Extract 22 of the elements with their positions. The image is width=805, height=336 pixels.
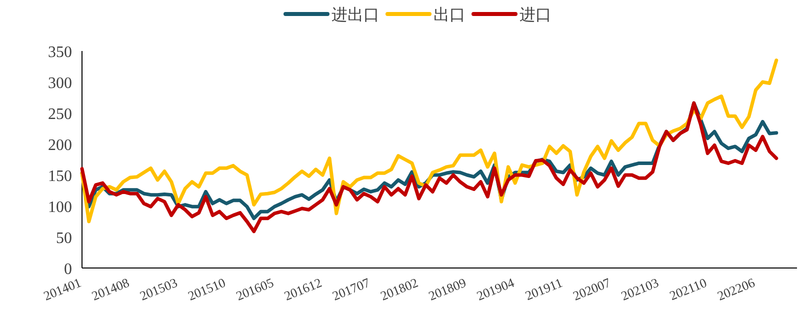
legend-label: 进出口 — [332, 5, 380, 24]
x-tick-label: 201510 — [186, 274, 228, 304]
y-tick-label: 150 — [48, 168, 72, 185]
y-tick-label: 50 — [56, 230, 72, 247]
x-tick-label: 201911 — [523, 274, 564, 304]
y-tick-label: 100 — [48, 199, 72, 216]
y-tick-label: 350 — [48, 44, 72, 61]
legend-label: 进口 — [520, 5, 552, 24]
y-tick-label: 300 — [48, 75, 72, 92]
y-tick-label: 200 — [48, 137, 72, 154]
x-tick-label: 201904 — [474, 274, 517, 304]
x-tick-label: 201809 — [426, 274, 468, 304]
x-tick-label: 202110 — [667, 274, 709, 304]
y-tick-label: 250 — [48, 106, 72, 123]
x-tick-label: 201503 — [138, 274, 180, 304]
legend-label: 出口 — [434, 5, 466, 24]
x-tick-label: 201408 — [89, 274, 132, 304]
x-tick-label: 202103 — [618, 274, 661, 304]
x-tick-label: 202206 — [715, 274, 758, 304]
x-tick-label: 201612 — [282, 274, 324, 304]
x-tick-label: 201802 — [378, 274, 420, 304]
x-tick-label: 201605 — [234, 274, 276, 304]
